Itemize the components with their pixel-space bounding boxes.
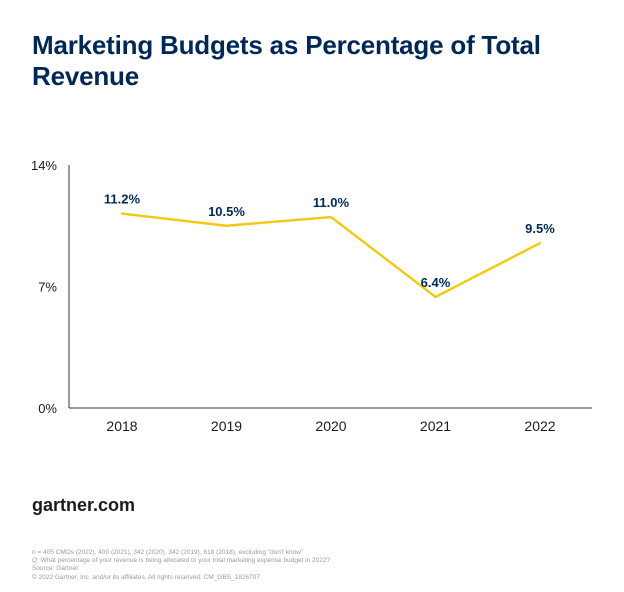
data-point <box>434 295 437 299</box>
footnote-sample: n = 405 CMOs (2022), 400 (2021), 342 (20… <box>32 549 304 556</box>
gartner-site-label: gartner.com <box>32 495 136 515</box>
data-point <box>225 224 228 227</box>
footnotes: n = 405 CMOs (2022), 400 (2021), 342 (20… <box>32 549 330 582</box>
data-points <box>120 212 542 299</box>
footnote-copyright: © 2022 Gartner, Inc. and/or its affiliat… <box>32 573 260 581</box>
data-point <box>329 215 333 219</box>
chart-title: Marketing Budgets as Percentage of Total… <box>32 30 541 91</box>
y-tick-label: 7% <box>38 280 57 295</box>
x-tick-labels: 2018 2019 2020 2021 2022 <box>106 418 555 434</box>
x-tick-label: 2019 <box>211 418 242 434</box>
data-label: 6.4% <box>421 275 451 290</box>
data-label: 11.2% <box>104 192 141 207</box>
data-point <box>120 212 124 215</box>
footnote-source: Source: Gartner <box>32 565 79 573</box>
data-label: 10.5% <box>208 204 245 219</box>
x-tick-label: 2022 <box>524 418 555 434</box>
series-line <box>121 212 541 299</box>
x-tick-label: 2020 <box>315 418 346 434</box>
data-label: 9.5% <box>525 221 555 236</box>
data-label: 11.0% <box>313 195 350 210</box>
y-tick-label: 0% <box>38 401 57 416</box>
y-tick-labels: 0% 7% 14% <box>31 158 57 416</box>
y-tick-label: 14% <box>31 158 57 173</box>
footnote-question: Q: What percentage of your revenue is be… <box>32 557 331 565</box>
data-labels: 11.2% 10.5% 11.0% 6.4% 9.5% <box>104 192 555 290</box>
x-tick-label: 2018 <box>106 418 137 434</box>
data-point <box>538 241 542 245</box>
x-tick-label: 2021 <box>420 418 451 434</box>
